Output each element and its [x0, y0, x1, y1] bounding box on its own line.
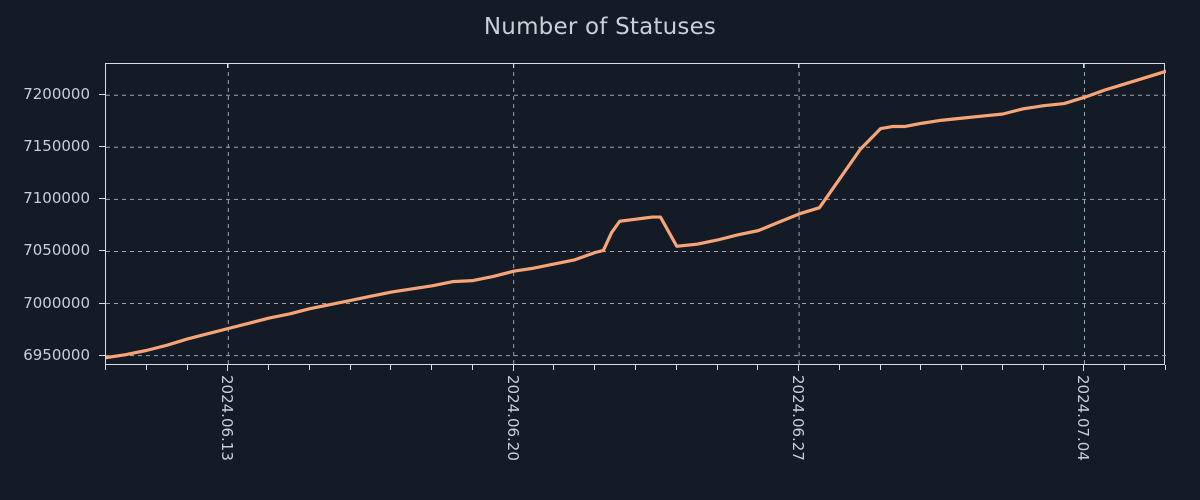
gridlines — [106, 64, 1166, 366]
y-axis-tick-label: 7000000 — [23, 293, 90, 312]
x-axis-tick-label: 2024.06.27 — [789, 375, 808, 461]
x-axis-minor-tick — [1001, 365, 1003, 370]
y-axis-tick-mark — [99, 354, 105, 356]
x-axis-minor-tick — [308, 365, 310, 370]
y-axis-tick-label: 7150000 — [23, 137, 90, 156]
plot-area — [105, 63, 1166, 366]
x-axis-minor-tick — [879, 365, 881, 370]
x-axis-minor-tick — [431, 365, 433, 370]
x-axis-minor-tick — [1042, 365, 1044, 370]
x-axis-minor-tick — [105, 365, 106, 370]
x-axis-minor-tick — [635, 365, 636, 370]
y-axis-tick-mark — [99, 94, 105, 96]
x-axis-minor-tick — [186, 365, 188, 370]
x-axis-top-tick — [1083, 63, 1085, 68]
x-axis-minor-tick — [1083, 365, 1085, 370]
line-chart-svg — [106, 64, 1166, 366]
chart-title: Number of Statuses — [483, 14, 717, 40]
x-axis-minor-tick — [1165, 365, 1166, 370]
x-axis-minor-tick — [838, 365, 840, 370]
x-axis-minor-tick — [390, 365, 392, 370]
x-axis-minor-tick — [145, 365, 147, 370]
x-axis-minor-tick — [1124, 365, 1126, 370]
y-axis-tick-label: 7100000 — [23, 189, 90, 208]
x-axis-minor-tick — [961, 365, 963, 370]
x-axis-top-tick — [227, 63, 229, 68]
x-axis-tick-label: 2024.06.20 — [503, 375, 522, 461]
x-axis-minor-tick — [798, 365, 800, 370]
x-axis-top-tick — [512, 63, 514, 68]
y-axis-tick-mark — [99, 302, 105, 304]
y-axis-tick-mark — [99, 250, 105, 252]
x-axis-minor-tick — [227, 365, 229, 370]
x-axis-minor-tick — [757, 365, 759, 370]
x-axis-minor-tick — [512, 365, 514, 370]
x-axis-minor-tick — [268, 365, 270, 370]
x-axis-minor-tick — [675, 365, 677, 370]
data-series-line — [106, 69, 1166, 360]
x-axis-minor-tick — [471, 365, 473, 370]
y-axis-tick-mark — [99, 146, 105, 148]
y-axis-tick-label: 7050000 — [23, 241, 90, 260]
x-axis-top-tick — [798, 63, 800, 68]
x-axis-minor-tick — [594, 365, 596, 370]
x-axis-minor-tick — [553, 365, 555, 370]
x-axis-minor-tick — [920, 365, 922, 370]
y-axis-tick-label: 7200000 — [23, 85, 90, 104]
x-axis-minor-tick — [716, 365, 718, 370]
x-axis-tick-label: 2024.06.13 — [218, 375, 237, 461]
x-axis-tick-label: 2024.07.04 — [1074, 375, 1093, 461]
y-axis-tick-mark — [99, 198, 105, 200]
y-axis-tick-label: 6950000 — [23, 345, 90, 364]
x-axis-minor-tick — [349, 365, 351, 370]
